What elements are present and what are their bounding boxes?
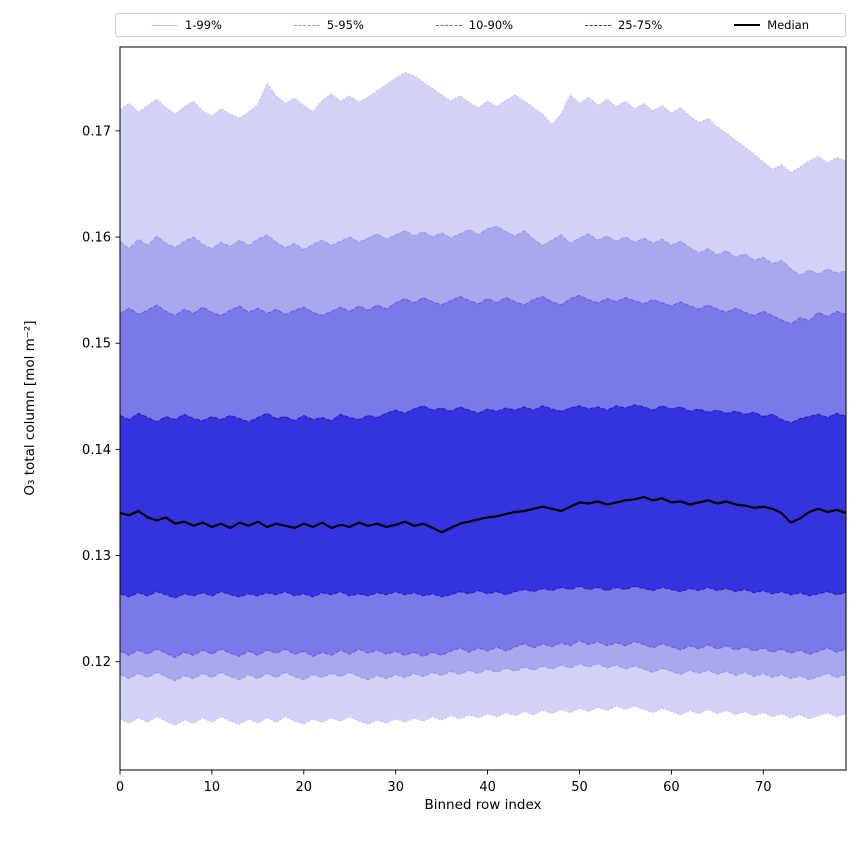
band-lower-edge-5-95% [119, 663, 847, 682]
x-tick-label: 60 [663, 780, 680, 795]
legend-line-sample-5-95 [293, 24, 320, 26]
x-tick-label: 40 [479, 780, 496, 795]
legend-item-5-95: 5-95% [293, 18, 364, 32]
legend: 1-99% 5-95% 10-90% 25-75% Median [115, 13, 846, 37]
legend-line-sample-25-75 [584, 24, 611, 26]
legend-line-sample-1-99 [151, 24, 178, 26]
median-line [119, 496, 847, 534]
legend-line-sample-median [734, 24, 761, 26]
x-tick-label: 10 [204, 780, 221, 795]
y-tick-label: 0.13 [82, 549, 111, 564]
legend-label: 5-95% [326, 18, 364, 32]
legend-label: 25-75% [617, 18, 663, 32]
x-tick-label: 30 [387, 780, 404, 795]
y-tick-label: 0.17 [82, 124, 111, 139]
band-upper-edge-5-95% [119, 225, 847, 276]
legend-item-10-90: 10-90% [435, 18, 514, 32]
y-tick-label: 0.15 [82, 337, 111, 352]
legend-line-sample-10-90 [435, 24, 462, 26]
band-upper-edge-25-75% [119, 404, 847, 424]
y-tick-label: 0.16 [82, 231, 111, 246]
x-tick-label: 0 [116, 780, 124, 795]
band-lower-edge-1-99% [119, 705, 847, 726]
x-axis-label: Binned row index [424, 797, 542, 813]
y-tick-label: 0.12 [82, 655, 111, 670]
legend-item-25-75: 25-75% [584, 18, 663, 32]
y-tick-label: 0.14 [82, 443, 111, 458]
band-lower-edge-10-90% [119, 639, 847, 659]
x-tick-label: 70 [755, 780, 772, 795]
band-upper-edge-1-99% [119, 71, 847, 173]
legend-label: 1-99% [184, 18, 222, 32]
x-tick-label: 20 [296, 780, 313, 795]
legend-label: 10-90% [468, 18, 514, 32]
band-upper-edge-10-90% [119, 294, 847, 325]
legend-item-median: Median [734, 18, 809, 32]
axes-spines [119, 46, 847, 771]
y-axis-label: O₃ total column [mol m⁻²] [22, 320, 38, 496]
x-tick-label: 50 [571, 780, 588, 795]
legend-item-1-99: 1-99% [151, 18, 222, 32]
legend-label: Median [767, 18, 810, 32]
band-fill-25-75% [120, 404, 846, 598]
